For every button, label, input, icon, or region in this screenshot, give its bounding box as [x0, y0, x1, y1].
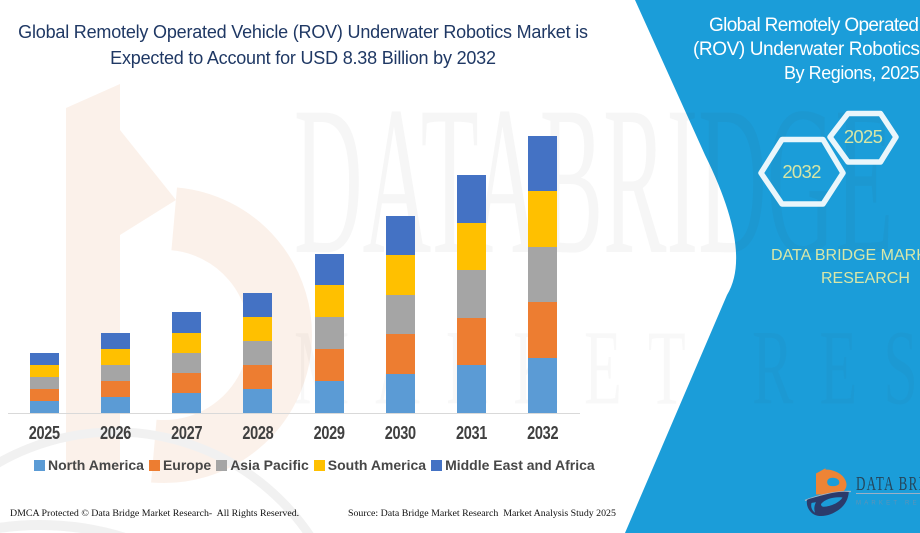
svg-text:DATA BRIDGE: DATA BRIDGE [856, 472, 920, 495]
svg-text:MARKET RESE: MARKET RESE [856, 501, 920, 507]
